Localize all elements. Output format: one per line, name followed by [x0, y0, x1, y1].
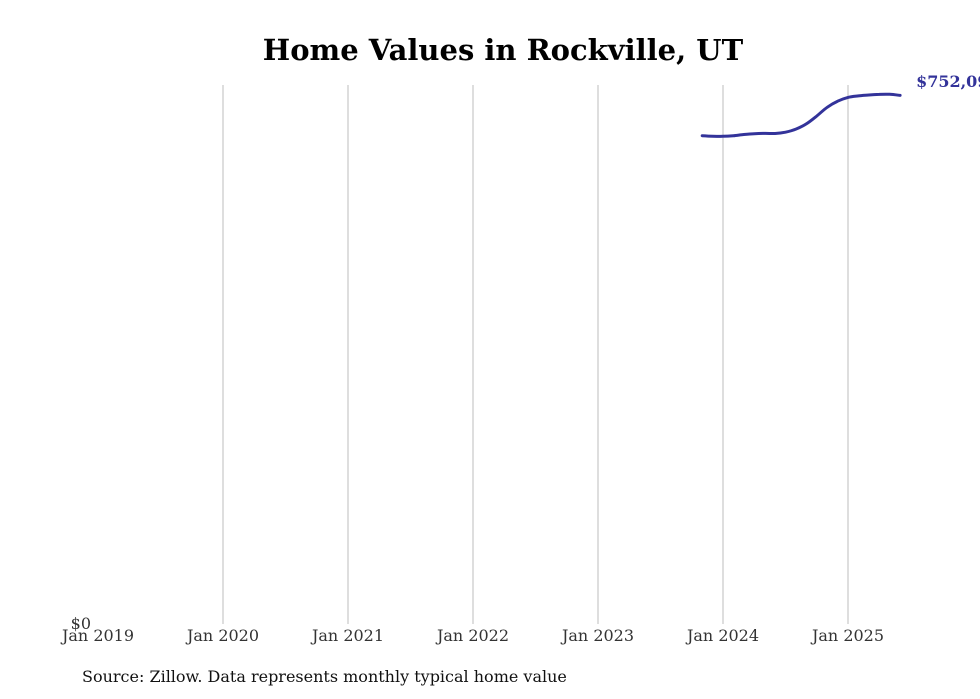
x-tick-label: Jan 2025 [810, 626, 884, 645]
series-line [700, 92, 902, 138]
x-tick-label: Jan 2019 [60, 626, 134, 645]
y-tick-label: $0 [71, 614, 91, 633]
chart-title: Home Values in Rockville, UT [263, 33, 744, 67]
x-tick-label: Jan 2024 [685, 626, 759, 645]
series-lines [700, 92, 902, 138]
end-value-label: $752,09 [916, 72, 980, 91]
y-axis: $0 [71, 614, 91, 633]
x-tick-label: Jan 2023 [560, 626, 634, 645]
x-tick-label: Jan 2020 [185, 626, 259, 645]
line-chart: Home Values in Rockville, UT Jan 2019 Jan… [60, 33, 980, 645]
x-axis: Jan 2019 Jan 2020 Jan 2021 Jan 2022 Jan 2023… [60, 626, 884, 645]
x-tick-label: Jan 2022 [435, 626, 509, 645]
grid-lines [222, 85, 849, 624]
x-tick-label: Jan 2021 [310, 626, 384, 645]
source-note: Source: Zillow. Data represents monthly … [82, 667, 567, 686]
